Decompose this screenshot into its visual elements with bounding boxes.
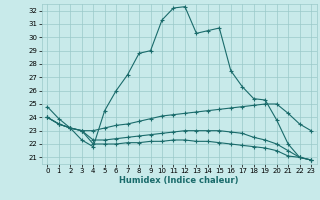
X-axis label: Humidex (Indice chaleur): Humidex (Indice chaleur) — [119, 176, 239, 185]
